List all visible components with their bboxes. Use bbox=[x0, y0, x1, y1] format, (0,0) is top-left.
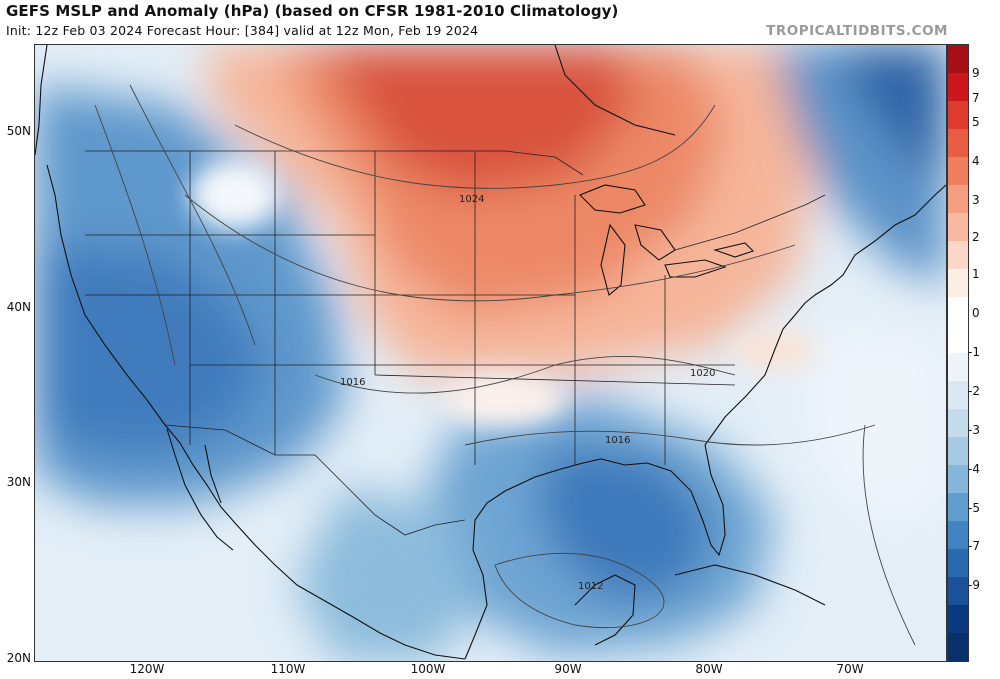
colorbar-segment bbox=[948, 297, 968, 325]
colorbar-segment bbox=[948, 409, 968, 437]
colorbar-label: 2 bbox=[972, 230, 980, 244]
colorbar-segment bbox=[948, 269, 968, 297]
colorbar-label: 4 bbox=[972, 154, 980, 168]
colorbar-segment bbox=[948, 549, 968, 577]
colorbar-segment bbox=[948, 577, 968, 605]
colorbar-label: 1 bbox=[972, 267, 980, 281]
isobar-label: 1016 bbox=[340, 377, 365, 388]
colorbar-segment bbox=[948, 437, 968, 465]
lat-label: 40N bbox=[6, 300, 31, 314]
colorbar-segment bbox=[948, 185, 968, 213]
isobar-label: 1024 bbox=[459, 194, 484, 205]
coastlines bbox=[35, 45, 946, 660]
colorbar-segment bbox=[948, 493, 968, 521]
colorbar bbox=[947, 44, 969, 662]
isobar-label: 1016 bbox=[605, 435, 630, 446]
isobars bbox=[94, 84, 916, 646]
map-title: GEFS MSLP and Anomaly (hPa) (based on CF… bbox=[6, 2, 619, 20]
lon-label: 90W bbox=[554, 662, 582, 676]
brand-watermark[interactable]: TROPICALTIDBITS.COM bbox=[766, 23, 948, 39]
colorbar-label: 0 bbox=[972, 306, 980, 320]
colorbar-segment bbox=[948, 521, 968, 549]
anomaly-field bbox=[35, 45, 946, 661]
colorbar-label: -4 bbox=[968, 462, 980, 476]
colorbar-segment bbox=[948, 157, 968, 185]
colorbar-segment bbox=[948, 101, 968, 129]
colorbar-segment bbox=[948, 45, 968, 73]
colorbar-segment bbox=[948, 241, 968, 269]
lon-label: 100W bbox=[410, 662, 446, 676]
borders bbox=[85, 150, 826, 536]
colorbar-segment bbox=[948, 381, 968, 409]
colorbar-label: -3 bbox=[968, 423, 980, 437]
anomaly-map: 1024 1020 1016 1016 1012 bbox=[35, 45, 946, 661]
colorbar-label: -7 bbox=[968, 539, 980, 553]
colorbar-label: -1 bbox=[968, 345, 980, 359]
colorbar-label: 3 bbox=[972, 193, 980, 207]
lat-label: 20N bbox=[6, 651, 31, 665]
colorbar-segment bbox=[948, 129, 968, 157]
colorbar-label: -9 bbox=[968, 578, 980, 592]
lon-label: 80W bbox=[695, 662, 723, 676]
lon-label: 120W bbox=[129, 662, 165, 676]
colorbar-label: 7 bbox=[972, 91, 980, 105]
colorbar-label: -2 bbox=[968, 384, 980, 398]
colorbar-label: 9 bbox=[972, 66, 980, 80]
colorbar-segment bbox=[948, 633, 968, 661]
lon-label: 110W bbox=[270, 662, 306, 676]
map-subtitle: Init: 12z Feb 03 2024 Forecast Hour: [38… bbox=[6, 23, 479, 38]
colorbar-label: -5 bbox=[968, 501, 980, 515]
colorbar-segment bbox=[948, 73, 968, 101]
colorbar-segment bbox=[948, 325, 968, 353]
colorbar-segment bbox=[948, 213, 968, 241]
isobar-label: 1012 bbox=[578, 581, 603, 592]
colorbar-segment bbox=[948, 605, 968, 633]
colorbar-segment bbox=[948, 465, 968, 493]
lat-label: 30N bbox=[6, 475, 31, 489]
colorbar-label: 5 bbox=[972, 115, 980, 129]
colorbar-segment bbox=[948, 353, 968, 381]
lon-label: 70W bbox=[836, 662, 864, 676]
isobar-label: 1020 bbox=[690, 368, 715, 379]
lat-label: 50N bbox=[6, 124, 31, 138]
map-panel[interactable]: 1024 1020 1016 1016 1012 bbox=[34, 44, 947, 662]
